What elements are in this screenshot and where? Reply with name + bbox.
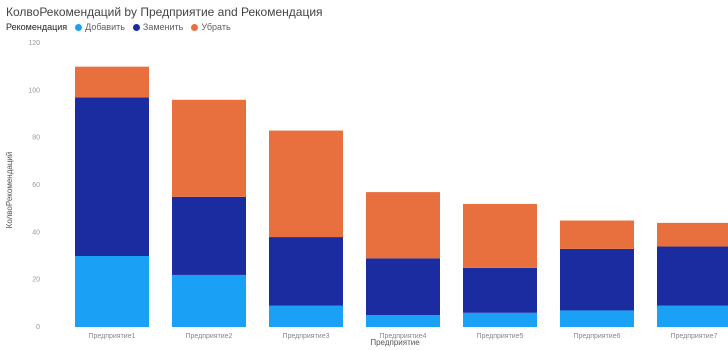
bar-segment[interactable] (560, 310, 634, 327)
x-axis-label: Предприятие (370, 338, 420, 347)
legend-item-replace[interactable]: Заменить (132, 22, 184, 32)
legend-item-remove[interactable]: Убрать (191, 22, 231, 32)
legend-label-add: Добавить (85, 22, 125, 32)
x-axis-categories: Предприятие1 Предприятие2 Предприятие3 Пред… (88, 333, 717, 340)
y-tick-label: 20 (32, 277, 40, 284)
bar-segment[interactable] (463, 203, 537, 268)
x-category-label: Предприятие1 (88, 333, 135, 340)
bar-segment[interactable] (657, 222, 728, 247)
y-tick-label: 0 (36, 324, 40, 331)
legend-title: Рекомендация (6, 22, 68, 32)
y-tick-label: 40 (32, 229, 40, 236)
bar-segment[interactable] (172, 196, 246, 275)
y-tick-label: 100 (28, 87, 40, 94)
bar-segment[interactable] (657, 246, 728, 306)
chart-title: КолвоРекомендаций by Предприятие and Рек… (6, 5, 323, 19)
bar-segment[interactable] (75, 256, 149, 327)
y-tick-label: 60 (32, 182, 40, 189)
legend: Рекомендация Добавить Заменить Убрать (6, 22, 231, 32)
bar-segment[interactable] (560, 220, 634, 249)
bar-segment[interactable] (172, 274, 246, 327)
bar-segment[interactable] (366, 315, 440, 327)
legend-label-remove: Убрать (201, 22, 231, 32)
x-category-label: Предприятие4 (379, 333, 426, 340)
x-category-label: Предприятие6 (573, 333, 620, 340)
bar-segment[interactable] (560, 248, 634, 311)
y-tick-label: 120 (28, 40, 40, 47)
x-category-label: Предприятие7 (670, 333, 717, 340)
y-tick-label: 80 (32, 135, 40, 142)
legend-item-add[interactable]: Добавить (75, 22, 125, 32)
x-category-label: Предприятие2 (185, 333, 232, 340)
x-category-label: Предприятие3 (282, 333, 329, 340)
legend-swatch-replace (132, 23, 140, 31)
y-axis-ticks: 0 20 40 60 80 100 120 (28, 40, 40, 331)
bar-segment[interactable] (657, 305, 728, 327)
bar-segment[interactable] (172, 99, 246, 197)
bar-segment[interactable] (75, 66, 149, 98)
bar-segment[interactable] (75, 97, 149, 256)
bar-segment[interactable] (463, 312, 537, 327)
legend-swatch-remove (191, 23, 199, 31)
legend-label-replace: Заменить (142, 22, 184, 32)
bar-segment[interactable] (269, 237, 343, 306)
y-axis-label: КолвоРекомендаций (5, 152, 14, 229)
legend-swatch-add (75, 23, 83, 31)
bar-segment[interactable] (269, 305, 343, 327)
bar-segment[interactable] (366, 192, 440, 259)
bar-segment[interactable] (269, 130, 343, 238)
x-category-label: Предприятие5 (476, 333, 523, 340)
bars (75, 66, 728, 327)
bar-segment[interactable] (463, 267, 537, 313)
bar-segment[interactable] (366, 258, 440, 316)
